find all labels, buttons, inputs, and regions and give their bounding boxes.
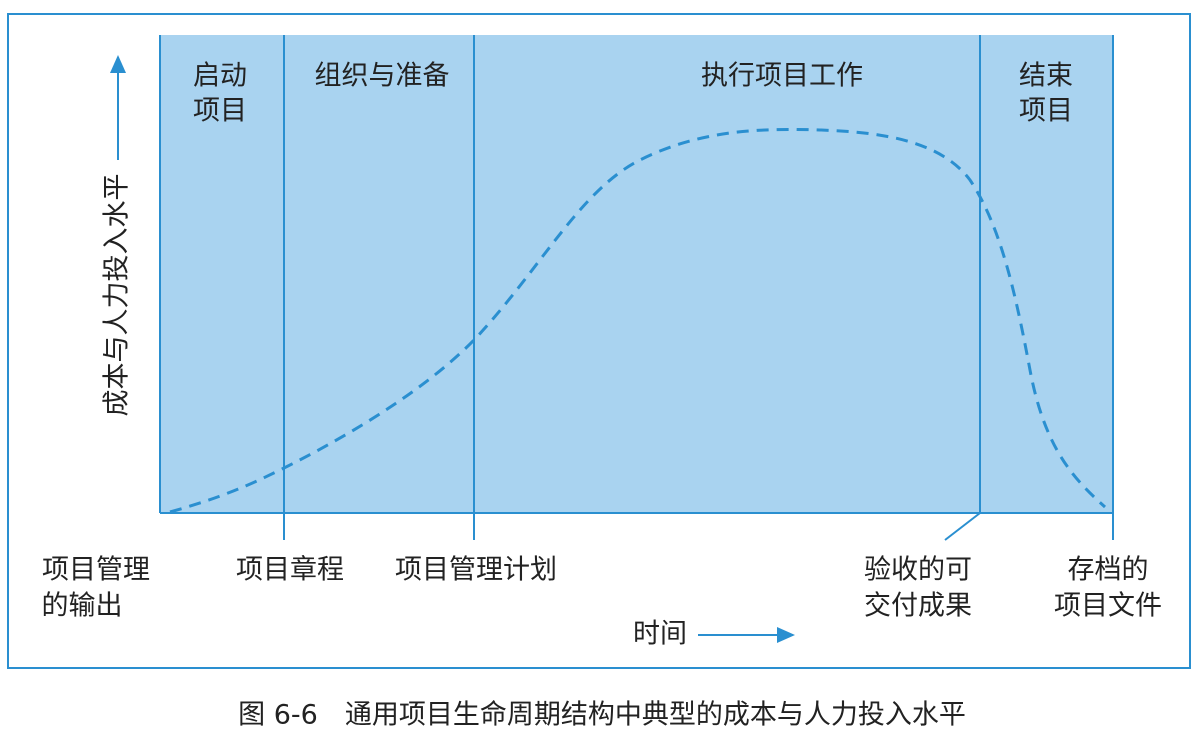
pointer	[944, 512, 981, 541]
phase-label: 项目	[193, 96, 247, 127]
plot-area	[160, 35, 1113, 513]
x-axis-label: 时间	[633, 619, 687, 650]
phase-label: 组织与准备	[315, 61, 450, 92]
milestone-label: 存档的	[1068, 555, 1149, 586]
milestone-label: 项目管理	[42, 555, 150, 586]
milestone-label: 项目管理计划	[395, 555, 557, 586]
caption: 图 6-6 通用项目生命周期结构中典型的成本与人力投入水平	[238, 700, 966, 731]
phase-label: 执行项目工作	[701, 61, 863, 92]
milestone-label: 项目章程	[236, 555, 344, 586]
milestone-label: 的输出	[42, 591, 123, 622]
phase-label: 启动	[193, 61, 247, 92]
milestone-label: 项目文件	[1054, 591, 1162, 622]
milestone-label: 交付成果	[864, 591, 972, 622]
phase-label: 项目	[1019, 96, 1073, 127]
y-axis-label: 成本与人力投入水平	[102, 174, 133, 417]
phase-label: 结束	[1019, 61, 1073, 92]
cost-curve	[169, 127, 1107, 514]
frame	[7, 13, 1191, 669]
milestone-label: 验收的可	[864, 555, 972, 586]
